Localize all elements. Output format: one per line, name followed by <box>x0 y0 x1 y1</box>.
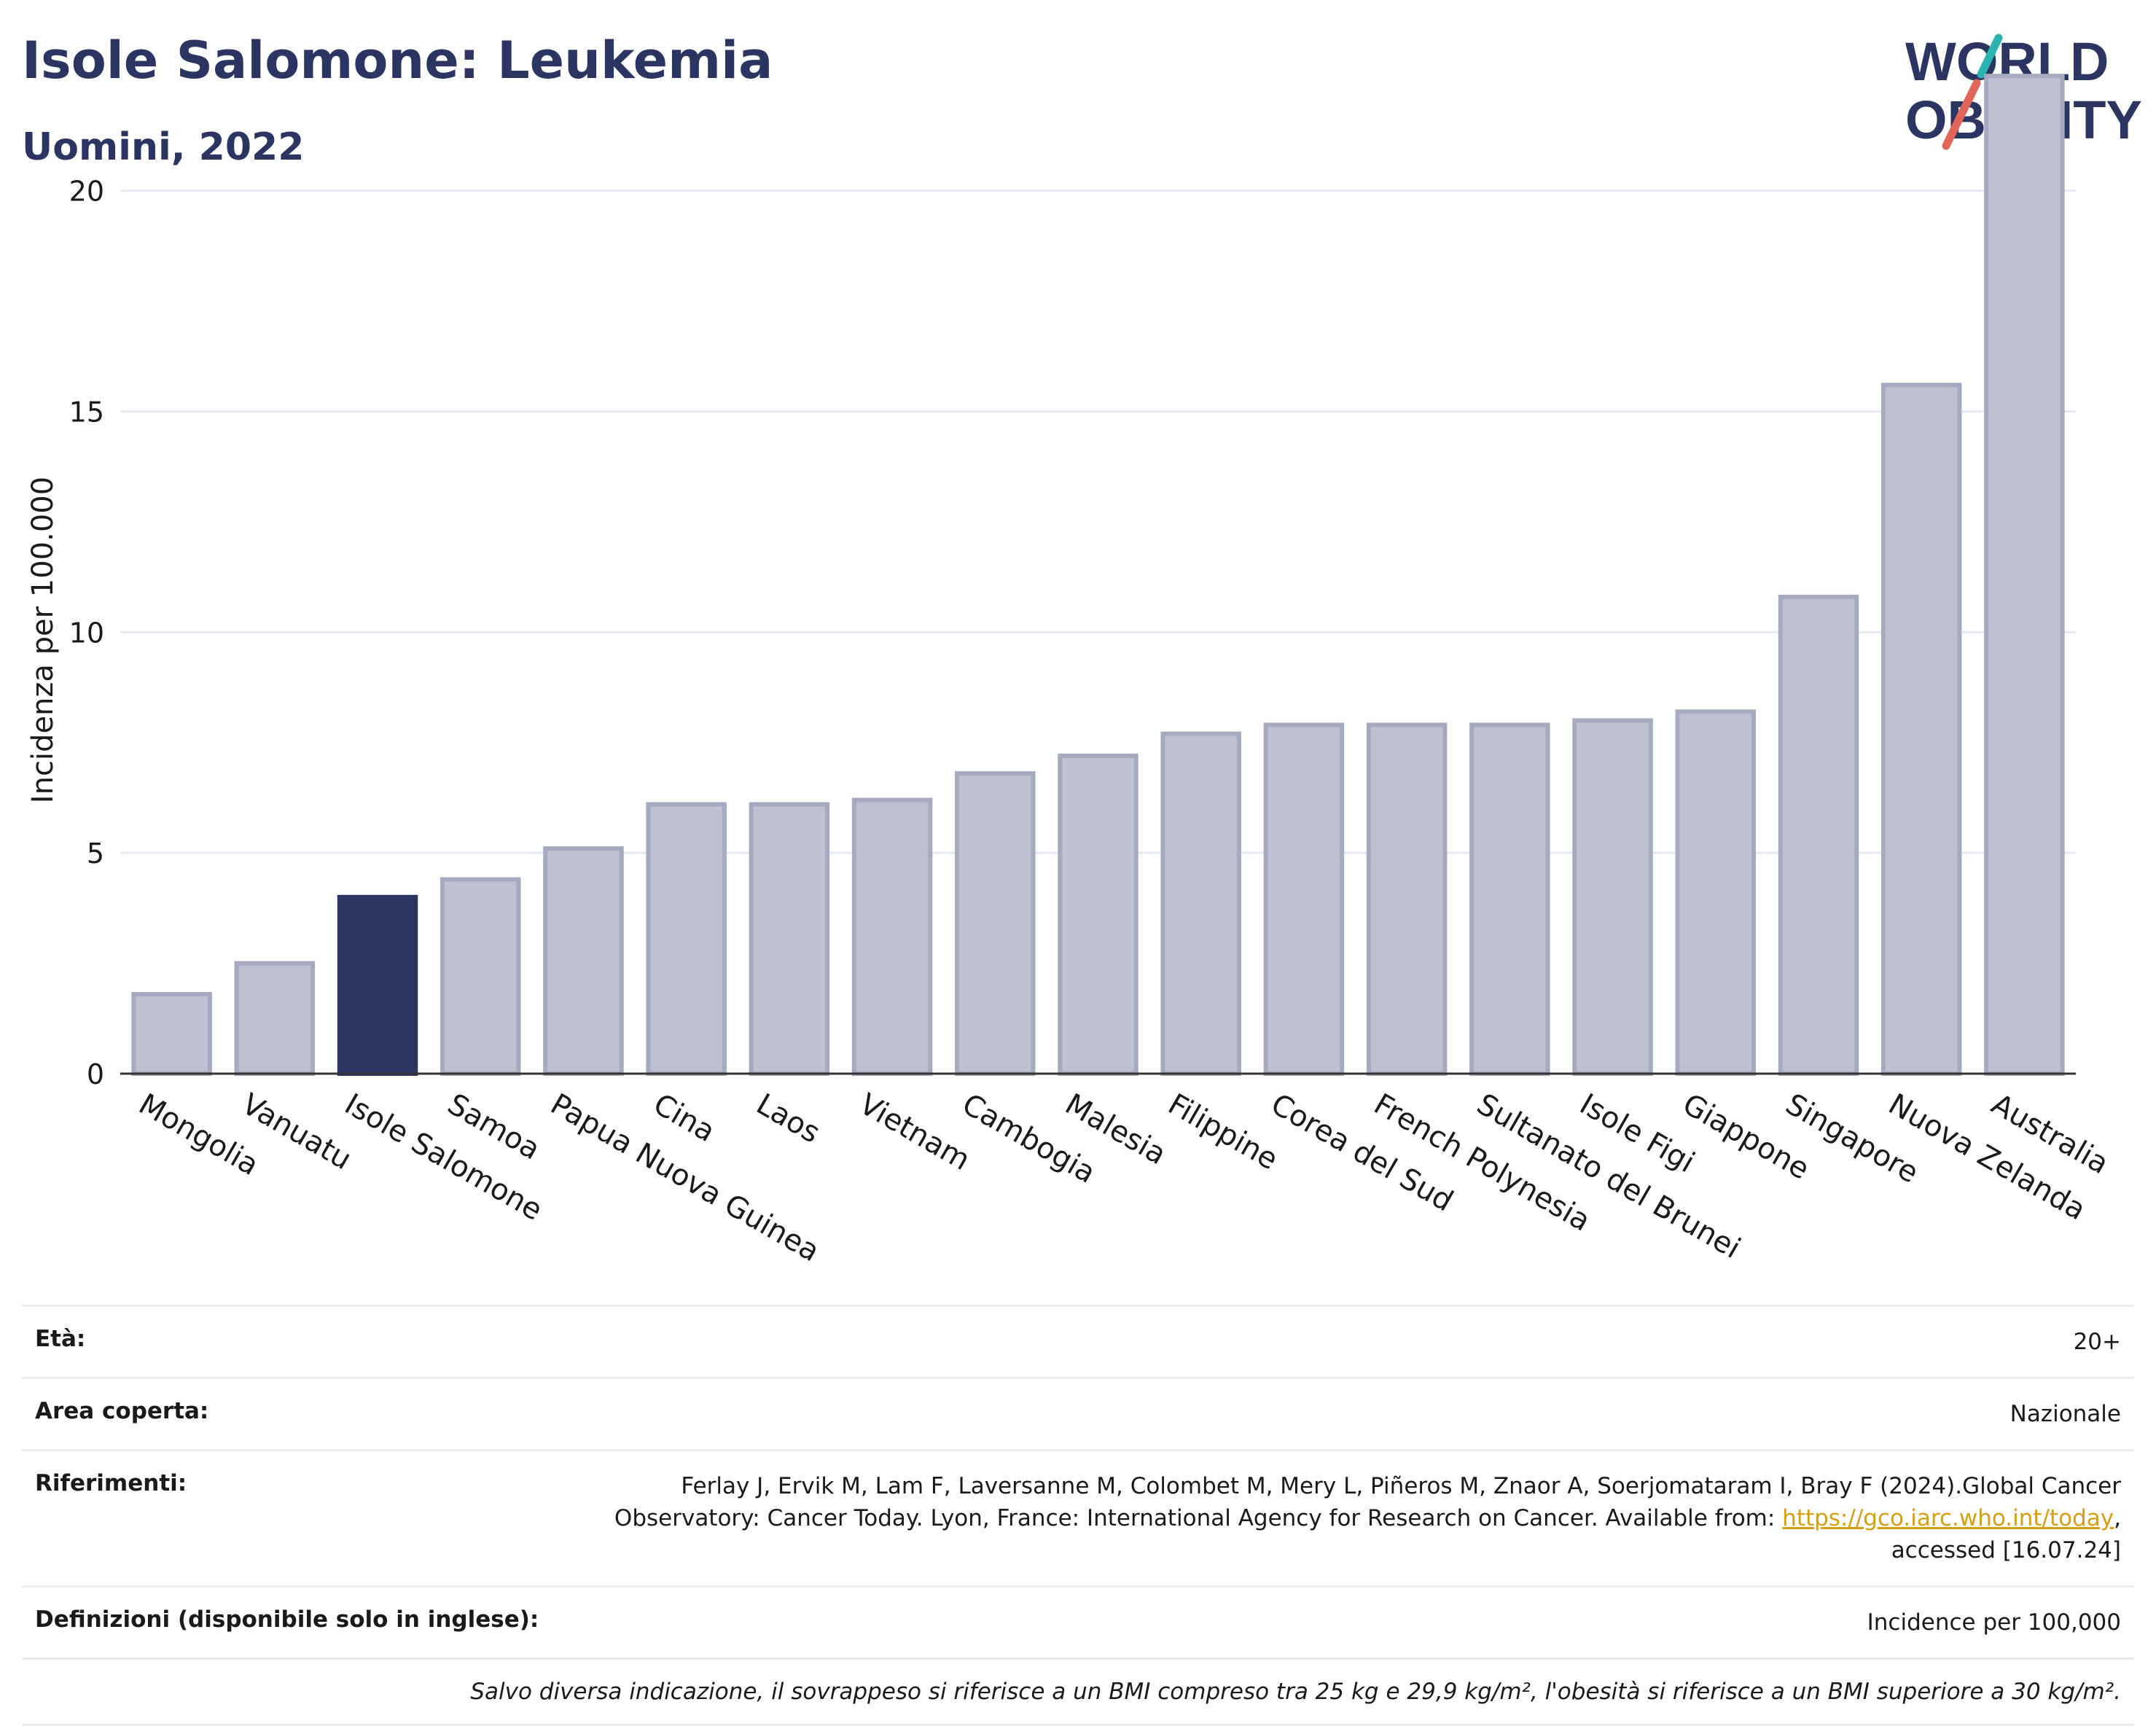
bar-cambogia <box>955 771 1036 1076</box>
bar-mongolia <box>131 991 212 1077</box>
info-row-references: Riferimenti: Ferlay J, Ervik M, Lam F, L… <box>22 1449 2134 1585</box>
bar-cina <box>646 802 727 1076</box>
area-label: Area coperta: <box>35 1398 209 1424</box>
y-tick-label: 0 <box>87 1058 104 1090</box>
bar-malesia <box>1058 753 1138 1076</box>
chart-title: Isole Salomone: Leukemia <box>22 31 773 90</box>
info-row-area: Area coperta: Nazionale <box>22 1377 2134 1449</box>
y-axis-label: Incidenza per 100.000 <box>26 477 60 803</box>
x-tick-label: Corea del Sud <box>1265 1087 1458 1219</box>
definitions-value: Incidence per 100,000 <box>1867 1609 2121 1636</box>
bar-french-polynesia <box>1366 722 1448 1076</box>
bars <box>131 74 2065 1077</box>
bmi-note: Salvo diversa indicazione, il sovrappeso… <box>470 1679 2121 1705</box>
bar-laos <box>749 802 830 1076</box>
y-tick-label: 5 <box>87 837 104 870</box>
definitions-label: Definizioni (disponibile solo in inglese… <box>35 1606 539 1633</box>
bar-vietnam <box>851 797 933 1076</box>
info-row-age: Età: 20+ <box>22 1305 2134 1377</box>
age-label: Età: <box>35 1326 86 1352</box>
reference-line-2: Observatory: Cancer Today. Lyon, France:… <box>614 1505 1783 1531</box>
reference-line-1: Ferlay J, Ervik M, Lam F, Laversanne M, … <box>681 1473 2121 1499</box>
reference-link[interactable]: https://gco.iarc.who.int/today <box>1782 1505 2114 1531</box>
references-value: Ferlay J, Ervik M, Lam F, Laversanne M, … <box>614 1470 2121 1566</box>
logo-slash-teal <box>1977 34 2003 79</box>
bar-isole-figi <box>1572 718 1653 1076</box>
bar-giappone <box>1675 709 1757 1077</box>
bar-samoa <box>440 877 521 1077</box>
info-table: Età: 20+ Area coperta: Nazionale Riferim… <box>22 1305 2134 1726</box>
bar-sultanato-del-brunei <box>1469 722 1550 1076</box>
bar-vanuatu <box>234 961 316 1076</box>
info-row-note: Salvo diversa indicazione, il sovrappeso… <box>22 1657 2134 1726</box>
reference-comma: , <box>2114 1505 2121 1531</box>
chart-subtitle: Uomini, 2022 <box>22 125 305 169</box>
bar-nuova-zelanda <box>1880 383 1962 1076</box>
bar-singapore <box>1778 594 1859 1076</box>
bar-papua-nuova-guinea <box>543 846 624 1077</box>
logo-slash-red <box>1942 79 1981 150</box>
y-tick-label: 20 <box>69 176 104 208</box>
y-tick-label: 15 <box>69 397 104 429</box>
bar-corea-del-sud <box>1263 722 1345 1076</box>
info-row-definitions: Definizioni (disponibile solo in inglese… <box>22 1585 2134 1657</box>
bar-isole-salomone <box>337 894 418 1076</box>
bar-filippine <box>1160 731 1241 1076</box>
reference-line-3: accessed [16.07.24] <box>1891 1537 2121 1563</box>
age-value: 20+ <box>2073 1329 2121 1355</box>
x-tick-label: Filippine <box>1163 1087 1284 1176</box>
y-tick-labels: 0 5 10 15 20 <box>69 176 104 1090</box>
y-tick-label: 10 <box>69 617 104 649</box>
references-label: Riferimenti: <box>35 1470 187 1496</box>
area-value: Nazionale <box>2009 1401 2121 1427</box>
bar-australia <box>1984 74 2065 1077</box>
x-tick-label: Vietnam <box>854 1087 975 1177</box>
x-tick-label: Cina <box>648 1087 721 1149</box>
x-tick-label: Laos <box>751 1087 826 1150</box>
